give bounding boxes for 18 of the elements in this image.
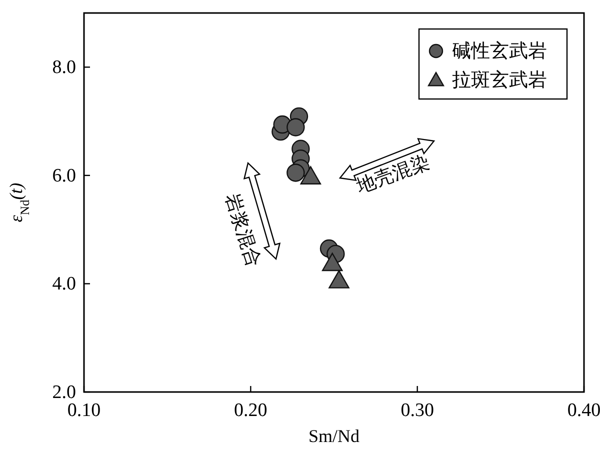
x-tick-label: 0.30: [400, 400, 434, 421]
x-tick-label: 0.10: [67, 400, 101, 421]
point: [300, 166, 322, 184]
annotation: 岩浆混合: [220, 190, 264, 270]
x-tick-label: 0.20: [234, 400, 268, 421]
y-tick-label: 2.0: [52, 382, 76, 403]
y-tick-label: 4.0: [52, 274, 76, 295]
annotation: 地壳混染: [352, 151, 432, 198]
y-tick-label: 8.0: [52, 57, 76, 78]
point: [286, 164, 305, 182]
x-tick-label: 0.40: [567, 400, 600, 421]
point: [286, 118, 305, 136]
legend-label: 碱性玄武岩: [452, 40, 547, 62]
legend-label: 拉斑玄武岩: [452, 69, 547, 91]
x-axis-title: Sm/Nd: [308, 426, 360, 446]
point: [328, 270, 350, 288]
y-tick-label: 6.0: [52, 165, 76, 186]
point: [322, 252, 343, 272]
